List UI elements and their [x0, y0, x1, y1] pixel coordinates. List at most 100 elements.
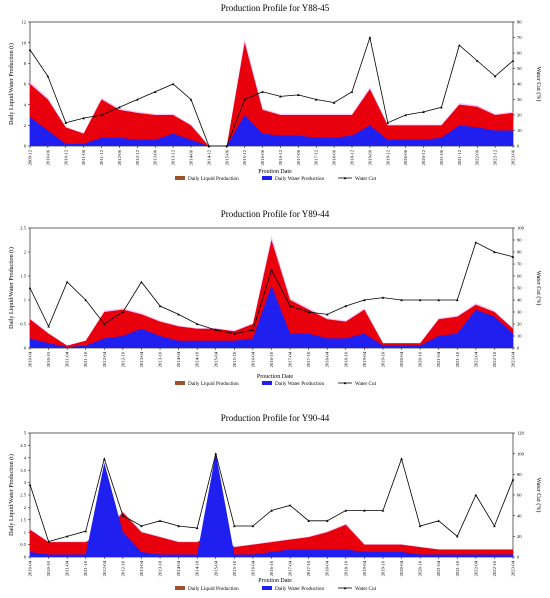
y-tick-label: 10: [21, 40, 26, 45]
x-tick-label: 2017-10: [306, 560, 311, 576]
y2-tick-label: 0: [517, 555, 520, 560]
x-tick-label: 2016-04: [250, 560, 255, 576]
x-tick-label: 2020-04: [399, 560, 404, 576]
chart-title: Production Profile for Y88-45: [221, 3, 330, 13]
y2-axis-label: Water Cut (%): [535, 67, 542, 102]
y2-tick-label: 100: [517, 226, 525, 231]
x-tick-label: 2015-04: [213, 560, 218, 576]
y2-tick-label: 80: [517, 250, 522, 255]
water-cut-point: [153, 90, 157, 93]
x-tick-label: 2018-06: [332, 149, 337, 165]
x-tick-label: 2011-06: [81, 149, 86, 165]
y2-tick-label: 90: [517, 238, 522, 243]
x-tick-label: 2017-04: [288, 560, 293, 576]
x-tick-label: 2023-06: [511, 149, 516, 165]
legend-label-watercut: Water Cut: [355, 586, 377, 592]
y2-axis-label: Water Cut (%): [535, 478, 542, 513]
x-tick-label: 2015-06: [224, 149, 229, 165]
y2-tick-label: 40: [517, 513, 522, 518]
y2-axis-label: Water Cut (%): [535, 271, 542, 306]
x-tick-label: 2016-10: [269, 351, 274, 367]
x-tick-label: 2018-04: [325, 560, 330, 576]
x-tick-label: 2019-10: [380, 351, 385, 367]
x-tick-label: 2019-04: [362, 560, 367, 576]
x-tick-label: 2014-06: [189, 149, 194, 165]
legend: Daily Liquid Production Daily Water Produ…: [175, 586, 377, 592]
water-cut-point: [270, 268, 273, 272]
water-cut-point: [243, 98, 246, 101]
water-cut-point: [381, 296, 385, 299]
y-axis-label: Daily Liquid/Water Production (t): [8, 43, 15, 125]
water-cut-point: [325, 519, 329, 522]
x-tick-label: 2012-06: [117, 149, 122, 165]
legend-swatch-liquid: [175, 586, 185, 590]
y2-tick-label: 50: [517, 286, 522, 291]
y-tick-label: 0.5: [20, 542, 26, 547]
x-tick-label: 2019-06: [367, 149, 372, 165]
water-cut-point: [46, 74, 50, 78]
water-production-area: [30, 115, 513, 146]
water-cut-point: [47, 325, 50, 328]
x-tick-label: 2010-12: [63, 149, 68, 165]
legend-swatch-liquid: [175, 176, 185, 180]
x-tick-label: 2013-10: [158, 351, 163, 367]
water-cut-point: [475, 59, 479, 62]
chart-panel-3: Production Profile for Y90-44 0 0.5 1 1.5 2 2.…: [8, 413, 542, 592]
x-tick-label: 2010-06: [45, 149, 50, 165]
water-cut-point: [422, 110, 425, 113]
water-cut-point: [177, 313, 180, 316]
water-cut-point: [400, 298, 403, 302]
water-cut-point: [189, 98, 193, 101]
water-cut-point: [437, 298, 440, 302]
y2-tick-label: 20: [517, 534, 522, 539]
water-cut-point: [136, 98, 139, 101]
legend-label-watercut: Water Cut: [355, 381, 377, 387]
water-cut-point: [214, 328, 218, 332]
x-tick-label: 2022-10: [492, 560, 497, 576]
legend-label-water: Daily Water Production: [275, 176, 324, 182]
x-tick-label: 2021-04: [436, 560, 441, 576]
x-tick-label: 2017-10: [306, 351, 311, 367]
water-cut-point: [47, 540, 50, 543]
chart-title: Production Profile for Y89-44: [221, 209, 330, 219]
water-cut-point: [195, 526, 199, 530]
y2-tick-label: 70: [517, 262, 522, 267]
x-tick-label: 2014-10: [195, 351, 200, 367]
water-cut-point: [121, 514, 125, 517]
y2-tick-label: 70: [517, 35, 522, 40]
x-tick-label: 2014-12: [206, 149, 211, 165]
y-axis-label: Daily Liquid/Water Production (t): [8, 454, 15, 536]
y2-tick-label: 10: [517, 334, 522, 339]
x-tick-label: 2021-10: [455, 560, 460, 576]
y-axis-label: Daily Liquid/Water Production (t): [8, 247, 15, 329]
x-tick-label: 2015-12: [242, 149, 247, 165]
water-cut-point: [400, 457, 403, 460]
x-tick-label: 2020-10: [418, 560, 423, 576]
x-tick-label: 2014-04: [176, 560, 181, 576]
y-tick-label: 1.5: [20, 274, 26, 279]
x-axis-label: Proution Date: [258, 578, 292, 584]
x-tick-label: 2022-06: [475, 149, 480, 165]
y-tick-label: 8: [24, 61, 27, 66]
water-cut-point: [225, 144, 229, 148]
water-cut-point: [363, 509, 366, 512]
y2-tick-label: 40: [517, 298, 522, 303]
water-cut-point: [307, 310, 310, 314]
y-tick-label: 2.5: [20, 226, 26, 231]
water-cut-point: [437, 519, 440, 522]
water-cut-point: [350, 90, 354, 93]
water-cut-point: [28, 483, 32, 486]
y-tick-label: 4.5: [20, 443, 26, 448]
x-tick-label: 2022-12: [493, 149, 498, 165]
water-cut-point: [233, 332, 236, 335]
y-tick-label: 1: [24, 530, 27, 535]
water-cut-point: [28, 286, 32, 290]
water-cut-point: [440, 105, 443, 109]
x-tick-label: 2013-12: [171, 149, 176, 165]
x-tick-label: 2011-04: [65, 351, 70, 367]
x-tick-label: 2021-06: [439, 149, 444, 165]
water-cut-point: [65, 535, 69, 538]
y-tick-label: 0: [24, 144, 27, 149]
water-cut-point: [418, 524, 422, 528]
x-tick-label: 2021-10: [455, 351, 460, 367]
